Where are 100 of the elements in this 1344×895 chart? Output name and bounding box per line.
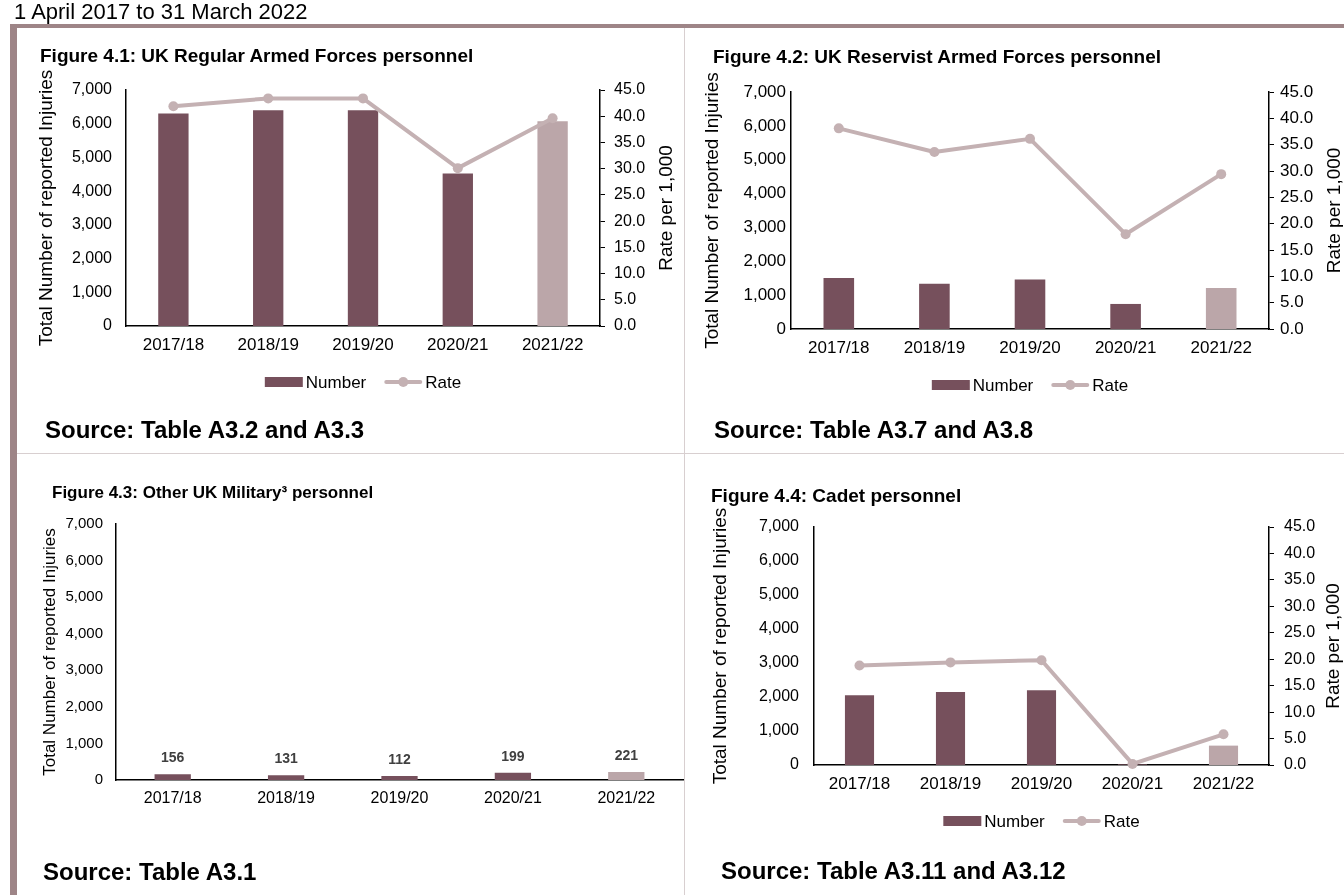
point — [1127, 758, 1138, 769]
y-tick-label: 5,000 — [758, 585, 800, 603]
point — [1120, 229, 1131, 240]
y-tick-label: 3,000 — [65, 660, 103, 678]
y2-tick-label: 10.0 — [1284, 702, 1316, 720]
y-tick-label: 0 — [790, 755, 800, 773]
chart-title: Figure 4.1: UK Regular Armed Forces personnel — [40, 45, 474, 67]
y2-tick-label: 0.0 — [1280, 318, 1304, 338]
point — [854, 660, 865, 671]
y-tick-label: 0 — [776, 318, 786, 338]
y2-tick-label: 10.0 — [614, 263, 646, 281]
y2-tick-label: 5.0 — [614, 290, 637, 308]
y-tick-label: 6,000 — [71, 114, 113, 132]
legend-label: Number — [305, 372, 367, 392]
y2-tick-label: 30.0 — [1280, 160, 1314, 180]
point — [168, 101, 179, 112]
y2-tick-label: 20.0 — [1280, 213, 1314, 233]
y-tick-label: 2,000 — [71, 248, 113, 266]
x-tick-label: 2017/18 — [143, 789, 202, 807]
x-tick-label: 2019/20 — [999, 337, 1061, 357]
y2-tick-label: 25.0 — [1280, 187, 1314, 207]
point — [1036, 655, 1047, 666]
y2-tick-label: 45.0 — [1284, 517, 1316, 535]
y-tick-label: 7,000 — [65, 514, 103, 532]
point — [1218, 729, 1229, 740]
point — [1216, 169, 1227, 180]
point — [263, 93, 274, 104]
y2-tick-label: 40.0 — [1284, 543, 1316, 561]
point — [929, 147, 940, 158]
y-tick-label: 6,000 — [743, 115, 786, 135]
x-tick-label: 2017/18 — [142, 334, 205, 354]
y-tick-label: 1,000 — [65, 733, 103, 751]
y2-tick-label: 15.0 — [1280, 239, 1314, 259]
y2-axis-title: Rate per 1,000 — [1322, 583, 1344, 709]
point — [547, 113, 558, 124]
y-tick-label: 6,000 — [758, 551, 800, 569]
y-tick-label: 7,000 — [71, 80, 113, 98]
x-tick-label: 2020/21 — [1094, 337, 1157, 357]
bar — [347, 110, 379, 326]
x-tick-label: 2017/18 — [808, 337, 870, 357]
y-tick-label: 3,000 — [743, 217, 786, 237]
y2-tick-label: 35.0 — [1280, 134, 1314, 154]
y2-tick-label: 10.0 — [1280, 266, 1314, 286]
source-note: Source: Table A3.2 and A3.3 — [45, 416, 365, 444]
legend-label: Number — [972, 375, 1034, 395]
bar — [1205, 288, 1237, 329]
x-tick-label: 2018/19 — [903, 337, 966, 357]
y-tick-label: 7,000 — [758, 517, 800, 535]
y2-tick-label: 45.0 — [1280, 81, 1314, 101]
y2-tick-label: 20.0 — [614, 211, 646, 229]
y-tick-label: 2,000 — [65, 697, 103, 714]
y-tick-label: 6,000 — [65, 550, 103, 568]
chart-title: Figure 4.4: Cadet personnel — [711, 485, 962, 507]
bar — [1110, 303, 1141, 329]
source-note: Source: Table A3.11 and A3.12 — [721, 857, 1066, 885]
data-label: 156 — [161, 749, 185, 766]
y2-tick-label: 5.0 — [1284, 728, 1307, 746]
y-tick-label: 7,000 — [743, 81, 786, 101]
y2-axis-title: Rate per 1,000 — [655, 145, 677, 271]
x-tick-label: 2018/19 — [919, 773, 982, 793]
y2-tick-label: 0.0 — [614, 316, 637, 334]
x-tick-label: 2020/21 — [1101, 773, 1164, 793]
data-label: 221 — [614, 746, 639, 763]
y2-tick-label: 35.0 — [614, 132, 646, 150]
text: 1 April 2017 to 31 March 2022 — [14, 0, 308, 24]
legend-label: Rate — [1103, 811, 1140, 831]
legend-label: Rate — [1092, 375, 1129, 395]
point — [833, 123, 844, 134]
bar — [1208, 745, 1239, 765]
point — [452, 163, 463, 174]
y2-tick-label: 25.0 — [1284, 623, 1316, 641]
bar — [844, 695, 875, 765]
chart-title: Figure 4.3: Other UK Military³ personnel — [52, 483, 374, 503]
y-tick-label: 4,000 — [758, 619, 800, 637]
x-tick-label: 2018/19 — [237, 334, 299, 354]
bar — [442, 173, 473, 326]
source-note: Source: Table A3.7 and A3.8 — [714, 416, 1034, 444]
y2-tick-label: 35.0 — [1284, 570, 1316, 588]
y-tick-label: 5,000 — [65, 587, 103, 605]
x-tick-label: 2021/22 — [597, 789, 656, 807]
y2-tick-label: 40.0 — [614, 106, 646, 124]
bar — [935, 691, 966, 765]
y-tick-label: 4,000 — [71, 181, 113, 199]
y-tick-label: 0 — [94, 770, 103, 788]
y-axis-title: Total Number of reported Injuries — [700, 72, 722, 349]
y-tick-label: 5,000 — [743, 149, 786, 169]
point — [1025, 133, 1035, 144]
y2-tick-label: 15.0 — [1284, 676, 1316, 694]
y2-tick-label: 30.0 — [614, 159, 646, 177]
x-tick-label: 2018/19 — [257, 789, 316, 807]
bar — [823, 277, 855, 329]
y-tick-label: 3,000 — [71, 215, 113, 233]
legend-label: Number — [984, 811, 1046, 831]
y2-tick-label: 25.0 — [614, 185, 646, 203]
y-tick-label: 1,000 — [743, 284, 786, 304]
x-tick-label: 2019/20 — [1010, 773, 1073, 793]
data-label: 131 — [274, 750, 298, 767]
y-tick-label: 0 — [103, 316, 113, 334]
y-axis-title: Total Number of reported Injuries — [39, 528, 59, 776]
x-tick-label: 2020/21 — [483, 789, 542, 807]
